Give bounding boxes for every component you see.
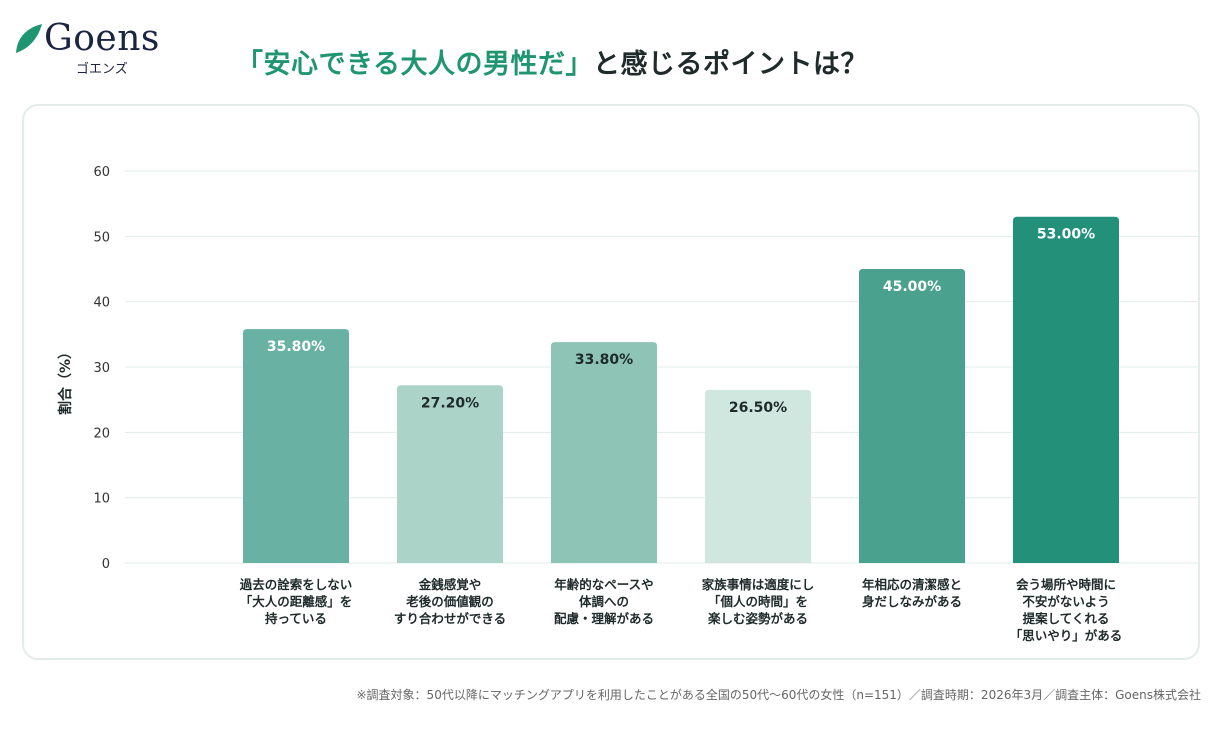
chart-card: [22, 104, 1200, 660]
x-tick-label: 会う場所や時間に: [1016, 577, 1116, 592]
x-tick-label: 体調への: [579, 594, 629, 609]
x-tick-label: 楽しむ姿勢がある: [707, 611, 808, 626]
x-tick-label: 配慮・理解がある: [554, 611, 654, 626]
y-tick-label: 40: [93, 296, 110, 311]
data-label: 45.00%: [883, 279, 941, 295]
bar: [1013, 216, 1119, 563]
data-label: 26.50%: [729, 400, 787, 416]
data-label: 53.00%: [1037, 227, 1095, 243]
x-tick-label: 持っている: [265, 611, 327, 626]
title-highlight: 「安心できる大人の男性だ」: [236, 49, 593, 80]
y-tick-label: 10: [93, 492, 110, 507]
data-label: 35.80%: [267, 339, 325, 355]
y-tick-label: 50: [93, 230, 110, 245]
x-tick-label: 金銭感覚や: [418, 577, 482, 592]
y-tick-label: 60: [93, 165, 110, 180]
y-tick-label: 20: [93, 426, 110, 441]
data-label: 33.80%: [575, 352, 633, 368]
x-tick-label: 提案してくれる: [1023, 611, 1110, 626]
bar: [243, 329, 349, 563]
y-tick-label: 30: [93, 361, 110, 376]
x-tick-label: 老後の価値観の: [405, 594, 494, 609]
y-axis-label: 割合（%）: [57, 345, 74, 415]
leaf-icon: [16, 24, 42, 53]
logo-wordmark: Goens: [44, 18, 160, 59]
logo-kana: ゴエンズ: [76, 62, 128, 77]
x-tick-label: 過去の詮索をしない: [239, 577, 353, 592]
title-rest: と感じるポイントは？: [592, 49, 868, 80]
data-label: 27.20%: [421, 395, 479, 411]
x-tick-label: 身だしなみがある: [862, 594, 962, 609]
x-tick-label: 「思いやり」がある: [1010, 628, 1123, 643]
x-tick-label: 年齢的なペースや: [554, 577, 653, 592]
goens-logo: Goens ゴエンズ: [14, 18, 184, 78]
x-tick-label: 「大人の距離感」を: [240, 594, 353, 609]
y-tick-label: 0: [102, 557, 110, 572]
x-tick-label: 不安がないよう: [1022, 594, 1109, 609]
x-tick-label: 「個人の時間」を: [708, 594, 808, 609]
x-tick-label: すり合わせができる: [394, 611, 506, 626]
footnote: ※調査対象：50代以降にマッチングアプリを利用したことがある全国の50代〜60代…: [356, 688, 1202, 702]
bar: [397, 385, 503, 563]
page-title: 「安心できる大人の男性だ」と感じるポイントは？: [236, 42, 868, 81]
bar: [551, 342, 657, 563]
bar: [859, 269, 965, 563]
x-tick-label: 年相応の清潔感と: [862, 577, 962, 592]
bar: [705, 389, 811, 563]
x-tick-label: 家族事情は適度にし: [702, 577, 815, 592]
